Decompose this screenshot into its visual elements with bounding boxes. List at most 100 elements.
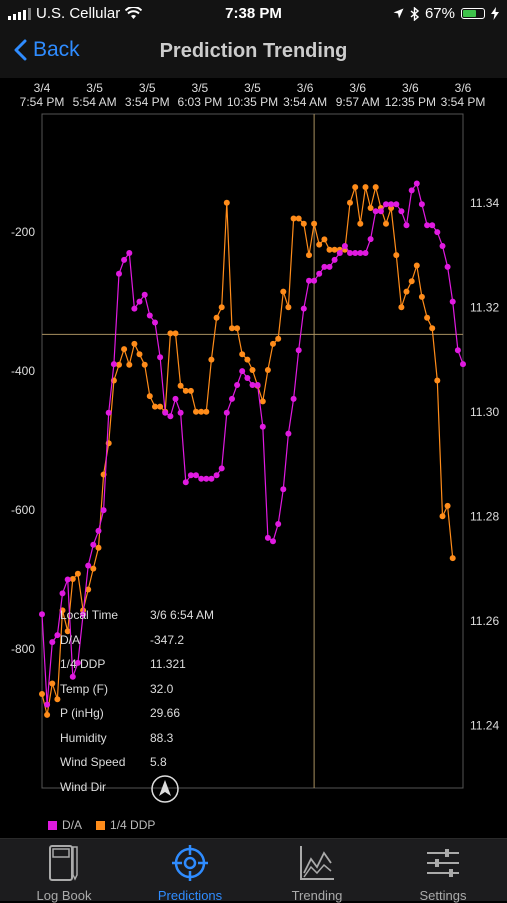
data-point-d-a [347, 250, 353, 256]
y-left-tick: -800 [11, 642, 35, 656]
x-tick-date: 3/6 [402, 81, 419, 95]
status-bar: U.S. Cellular 7:38 PM 67% [0, 0, 507, 28]
data-point-d-a [362, 250, 369, 256]
data-point-1-4-ddp [434, 377, 441, 384]
readout-key: 1/4 DDP [60, 657, 106, 671]
readout-key: Wind Speed [60, 755, 126, 769]
x-tick-time: 3:54 AM [283, 95, 327, 109]
data-point-d-a [162, 409, 169, 416]
data-point-d-a [280, 486, 287, 493]
data-point-1-4-ddp [413, 262, 420, 269]
data-point-d-a [193, 472, 199, 479]
data-point-d-a [244, 375, 251, 381]
data-point-d-a [152, 319, 158, 326]
x-tick-time: 6:03 PM [178, 95, 223, 109]
data-point-1-4-ddp [177, 382, 184, 389]
data-point-1-4-ddp [203, 408, 210, 415]
battery-percent: 67% [424, 5, 455, 22]
data-point-d-a [121, 256, 128, 263]
data-point-d-a [439, 243, 446, 249]
data-point-1-4-ddp [223, 199, 230, 206]
readout-key: Temp (F) [60, 681, 108, 696]
readout-row: P (inHg) 29.66 [60, 706, 214, 731]
readout-row: Wind Speed 5.8 [60, 755, 214, 780]
data-point-d-a [64, 576, 71, 583]
x-tick-time: 10:35 PM [227, 95, 278, 109]
data-point-1-4-ddp [383, 220, 389, 227]
tab-label: Log Book [36, 888, 92, 903]
back-label: Back [33, 38, 80, 61]
tab-log-book[interactable]: Log Book [9, 843, 119, 903]
x-tick-time: 12:35 PM [385, 95, 436, 109]
tab-label: Predictions [157, 888, 223, 903]
data-point-d-a [54, 632, 61, 639]
y-right-tick: 11.24 [470, 718, 499, 732]
data-point-1-4-ddp [352, 184, 359, 191]
data-point-d-a [249, 382, 256, 388]
data-point-1-4-ddp [408, 278, 415, 285]
readout-panel: Local Time 3/6 6:54 AM D/A -347.2 1/4 DDP 1… [60, 608, 214, 804]
charging-bolt-icon [491, 7, 499, 20]
data-point-1-4-ddp [146, 393, 153, 400]
data-point-1-4-ddp [95, 544, 102, 551]
data-point-d-a [264, 534, 271, 541]
legend-label: D/A [62, 818, 83, 832]
data-point-1-4-ddp [367, 205, 374, 211]
plot-frame [41, 113, 464, 789]
data-point-d-a [311, 277, 318, 284]
data-point-d-a [213, 472, 220, 479]
data-point-d-a [434, 229, 441, 236]
x-tick-time: 9:57 AM [336, 95, 380, 109]
data-point-1-4-ddp [347, 199, 353, 206]
data-point-1-4-ddp [372, 184, 379, 191]
y-right-tick: 11.30 [470, 405, 499, 419]
trend-chart[interactable]: 3/47:54 PM3/55:54 AM3/53:54 PM3/56:03 PM… [0, 78, 507, 838]
back-button[interactable]: Back [14, 38, 80, 62]
readout-key: P (inHg) [60, 706, 104, 720]
data-point-d-a [372, 208, 379, 215]
data-point-1-4-ddp [311, 220, 318, 227]
data-point-1-4-ddp [49, 680, 56, 687]
data-point-d-a [44, 701, 51, 708]
readout-key: Wind Dir [60, 779, 107, 794]
tab-bar: Log Book Predictions Trending Settings [0, 838, 507, 903]
data-point-d-a [146, 312, 153, 319]
data-point-d-a [454, 347, 461, 354]
data-point-1-4-ddp [136, 351, 143, 358]
data-point-1-4-ddp [244, 356, 251, 363]
wifi-icon [125, 7, 143, 19]
readout-row: Wind Dir [60, 774, 214, 805]
data-point-1-4-ddp [64, 628, 71, 635]
location-arrow-icon [393, 8, 404, 19]
data-point-d-a [357, 250, 364, 256]
data-point-1-4-ddp [182, 387, 189, 394]
readout-value: -347.2 [150, 632, 185, 647]
tab-predictions[interactable]: Predictions [135, 843, 245, 903]
data-point-d-a [167, 413, 174, 420]
data-point-1-4-ddp [208, 356, 215, 363]
data-point-1-4-ddp [429, 325, 436, 332]
tab-settings[interactable]: Settings [388, 843, 498, 903]
data-point-1-4-ddp [321, 236, 328, 243]
data-point-1-4-ddp [418, 293, 425, 300]
x-tick-date: 3/5 [86, 81, 103, 95]
x-tick-time: 5:54 AM [73, 95, 117, 109]
data-point-1-4-ddp [74, 570, 81, 577]
data-point-d-a [105, 409, 112, 416]
clock: 7:38 PM [225, 5, 282, 22]
data-point-d-a [316, 270, 323, 277]
tab-trending[interactable]: Trending [262, 843, 372, 903]
data-point-d-a [177, 409, 184, 416]
y-right-tick: 11.32 [470, 300, 499, 314]
data-point-1-4-ddp [295, 215, 302, 222]
data-point-d-a [110, 361, 117, 368]
data-point-1-4-ddp [193, 408, 199, 415]
data-point-d-a [95, 527, 102, 534]
x-tick-date: 3/6 [455, 81, 472, 95]
data-point-d-a [74, 659, 81, 666]
data-point-d-a [208, 475, 215, 482]
data-point-d-a [321, 263, 328, 270]
data-point-1-4-ddp [362, 184, 369, 191]
readout-value: 11.321 [150, 657, 186, 671]
data-point-d-a [80, 611, 87, 618]
